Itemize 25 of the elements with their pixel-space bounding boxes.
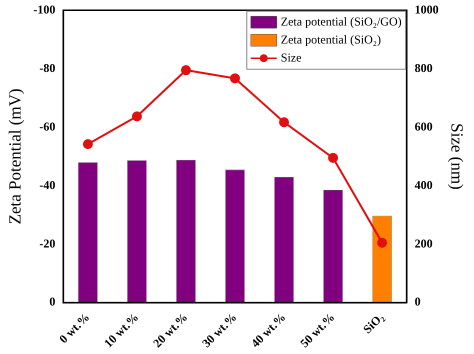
y2-tick-label: 800 [414, 60, 433, 75]
point [230, 73, 240, 84]
y2-tick-label: 1000 [414, 2, 439, 16]
point [180, 65, 191, 76]
point [279, 117, 290, 128]
y2-tick-label: 200 [414, 236, 433, 250]
point [377, 238, 388, 248]
y2-tick-label: 0 [414, 294, 421, 309]
y2-axis-title: Size (nm) [447, 123, 466, 190]
y2-tick-label: 400 [414, 178, 433, 192]
y-tick-label: -80 [39, 60, 56, 75]
legend-label: Zeta potential (SiO₂/GO) [280, 14, 402, 28]
point [328, 152, 338, 163]
legend-label: Size [280, 50, 302, 64]
legend-label: Zeta potential (SiO₂) [280, 32, 381, 46]
y-axis-title: Zeta Potential (mV) [6, 88, 25, 224]
point [132, 111, 142, 122]
y-tick-label: -20 [39, 236, 56, 250]
y-tick-label: 0 [49, 294, 56, 309]
y-tick-label: -100 [33, 2, 56, 16]
x-tick-label: SiO₂ [360, 310, 387, 336]
y-tick-label: -40 [39, 178, 56, 192]
y-tick-label: -60 [39, 119, 56, 134]
point [82, 139, 93, 150]
y2-tick-label: 600 [414, 119, 433, 134]
